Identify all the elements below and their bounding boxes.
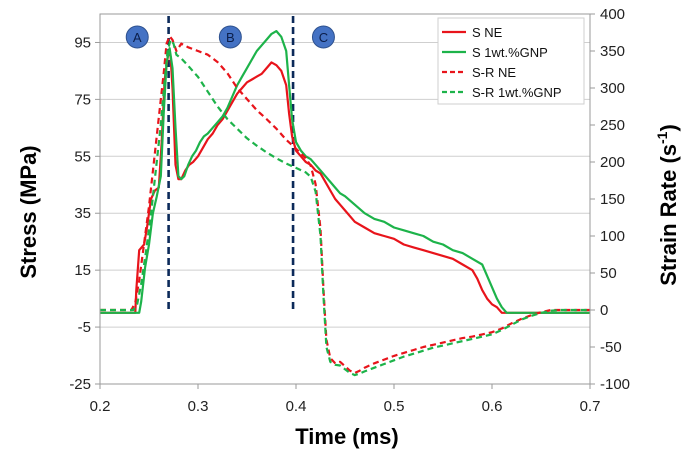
legend-label: S-R NE xyxy=(472,65,516,80)
region-markers: A B C xyxy=(125,25,335,49)
y-right-tick-label: 150 xyxy=(600,191,625,208)
legend-label: S NE xyxy=(472,25,503,40)
y-left-tick-label: -25 xyxy=(69,376,91,393)
region-marker xyxy=(125,25,149,49)
y-left-tick-label: 75 xyxy=(74,91,91,108)
y-right-tick-label: 350 xyxy=(600,43,625,60)
y-right-tick-label: 300 xyxy=(600,80,625,97)
x-tick-label: 0.3 xyxy=(188,398,209,415)
region-marker-label: A xyxy=(133,30,142,45)
y-right-tick-label: 400 xyxy=(600,6,625,23)
series-line xyxy=(100,30,590,314)
region-marker xyxy=(218,25,242,49)
series xyxy=(100,30,590,377)
y-right-axis-title: Strain Rate (s-1) xyxy=(654,124,681,286)
region-marker-label: B xyxy=(226,30,235,45)
y-left-tick-label: 95 xyxy=(74,34,91,51)
y-right-tick-label: 100 xyxy=(600,228,625,245)
region-marker xyxy=(311,25,335,49)
y-left-tick-label: -5 xyxy=(78,319,91,336)
y-left-tick-label: 55 xyxy=(74,148,91,165)
y-right-tick-label: 200 xyxy=(600,154,625,171)
x-tick-label: 0.7 xyxy=(580,398,601,415)
grid xyxy=(100,41,590,385)
y-left-tick-label: 15 xyxy=(74,262,91,279)
x-tick-label: 0.4 xyxy=(286,398,307,415)
axes: 0.2 0.3 0.4 0.5 0.6 0.7 -25 -5 15 35 55 75 95 -100 -50… xyxy=(69,6,630,415)
x-tick-label: 0.6 xyxy=(482,398,503,415)
y-right-tick-label: -50 xyxy=(600,339,622,356)
x-tick-label: 0.5 xyxy=(384,398,405,415)
series-line xyxy=(100,35,590,374)
y-left-axis-title: Stress (MPa) xyxy=(16,145,41,278)
y-right-tick-label: 250 xyxy=(600,117,625,134)
legend-label: S-R 1wt.%GNP xyxy=(472,85,562,100)
y-right-title-superscript: -1 xyxy=(654,131,670,144)
x-axis-title: Time (ms) xyxy=(295,424,399,449)
y-right-tick-label: 0 xyxy=(600,302,608,319)
y-right-title-main: Strain Rate (s xyxy=(656,144,681,286)
y-left-tick-label: 35 xyxy=(74,205,91,222)
region-boundaries xyxy=(167,16,295,310)
legend-label: S 1wt.%GNP xyxy=(472,45,548,60)
y-right-tick-label: 50 xyxy=(600,265,617,282)
y-right-tick-label: -100 xyxy=(600,376,630,393)
y-right-title-end: ) xyxy=(656,124,681,131)
legend: S NE S 1wt.%GNP S-R NE S-R 1wt.%GNP xyxy=(437,17,585,105)
x-tick-label: 0.2 xyxy=(90,398,111,415)
region-marker-label: C xyxy=(319,30,328,45)
